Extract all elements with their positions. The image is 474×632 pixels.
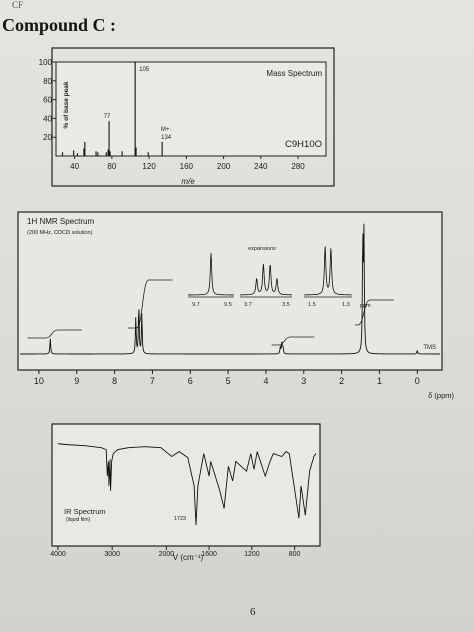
expansion-tick-label: 9.5: [224, 302, 232, 308]
tms-label: TMS: [423, 345, 436, 351]
ir-xtick-label: 3000: [104, 551, 120, 558]
nmr-subtitle: (200 MHz, CDCl3 solution): [27, 230, 93, 236]
ms-plot-frame: [55, 61, 327, 157]
ms-xtick-label: 120: [142, 162, 156, 171]
ms-outer-frame: [51, 47, 335, 187]
expansion-trace: [240, 264, 293, 296]
expansion-tick-label: 3.5: [282, 302, 290, 308]
nmr-integral-step: [271, 336, 315, 346]
ir-spectrum-line: [57, 443, 317, 526]
nmr-xtick-label: 3: [301, 376, 306, 386]
ms-peak-label: 77: [104, 114, 111, 120]
nmr-integral-step: [127, 279, 173, 329]
page-number: 6: [250, 606, 256, 618]
nmr-xtick-label: 0: [415, 376, 420, 386]
expansion-tick-label: 1.3: [342, 302, 350, 308]
ms-title: Mass Spectrum: [266, 69, 322, 78]
nmr-integral-step: [354, 299, 394, 326]
expansion-trace: [187, 252, 235, 296]
nmr-xtick-label: 9: [74, 376, 79, 386]
corner-mark: CF: [12, 0, 24, 10]
ms-ylabel: % of base peak: [63, 81, 70, 128]
nmr-xtick-label: 10: [34, 376, 44, 386]
ir-xtick-label: 2000: [159, 551, 175, 558]
ms-ytick-label: 100: [39, 58, 53, 67]
nmr-xtick-label: 7: [150, 376, 155, 386]
expansion-tick-label: 9.7: [192, 302, 200, 308]
compound-title: Compound C :: [2, 15, 117, 35]
expansions-label: expansions: [248, 246, 276, 252]
nmr-spectrum-line: [20, 223, 440, 355]
ir-xlabel: V (cm⁻¹): [173, 553, 204, 562]
ms-xlabel: m/e: [181, 177, 195, 186]
ms-xtick-label: 40: [70, 162, 79, 171]
ir-subtitle: (liquid film): [66, 517, 91, 523]
ir-title: IR Spectrum: [64, 507, 106, 516]
nmr-integral-step: [27, 329, 82, 339]
expansion-tick-label: 3.7: [244, 302, 252, 308]
ms-xtick-label: 200: [217, 162, 231, 171]
nmr-xlabel: δ (ppm): [428, 391, 454, 400]
nmr-xtick-label: 2: [339, 376, 344, 386]
nmr-frame: [17, 211, 443, 371]
ms-xtick-label: 240: [254, 162, 268, 171]
nmr-xtick-label: 6: [188, 376, 193, 386]
ir-xtick-label: 800: [289, 551, 301, 558]
ir-xtick-label: 1600: [201, 551, 217, 558]
ms-xtick-label: 280: [291, 162, 305, 171]
ir-frame: [51, 423, 321, 547]
ms-ytick-label: 60: [43, 96, 52, 105]
ms-xtick-label: 160: [180, 162, 194, 171]
nmr-xtick-label: 4: [263, 376, 268, 386]
ms-peak-label: 105: [139, 67, 150, 73]
ms-ytick-label: 80: [43, 77, 52, 86]
expansion-trace: [304, 246, 352, 296]
ms-peak-label: M+·: [161, 127, 172, 133]
expansion-tick-label: 1.5: [308, 302, 316, 308]
nmr-xtick-label: 1: [377, 376, 382, 386]
ir-xtick-label: 4000: [50, 551, 66, 558]
ir-xtick-label: 1200: [244, 551, 260, 558]
ir-annotation-1723: 1723: [174, 516, 186, 522]
ms-peak-label: 134: [161, 135, 172, 141]
ms-ytick-label: 20: [43, 133, 52, 142]
ms-ytick-label: 40: [43, 114, 52, 123]
ms-formula: C9H10O: [285, 139, 322, 150]
nmr-title: 1H NMR Spectrum: [27, 217, 94, 226]
ms-xtick-label: 80: [107, 162, 116, 171]
nmr-xtick-label: 5: [226, 376, 231, 386]
nmr-xtick-label: 8: [112, 376, 117, 386]
